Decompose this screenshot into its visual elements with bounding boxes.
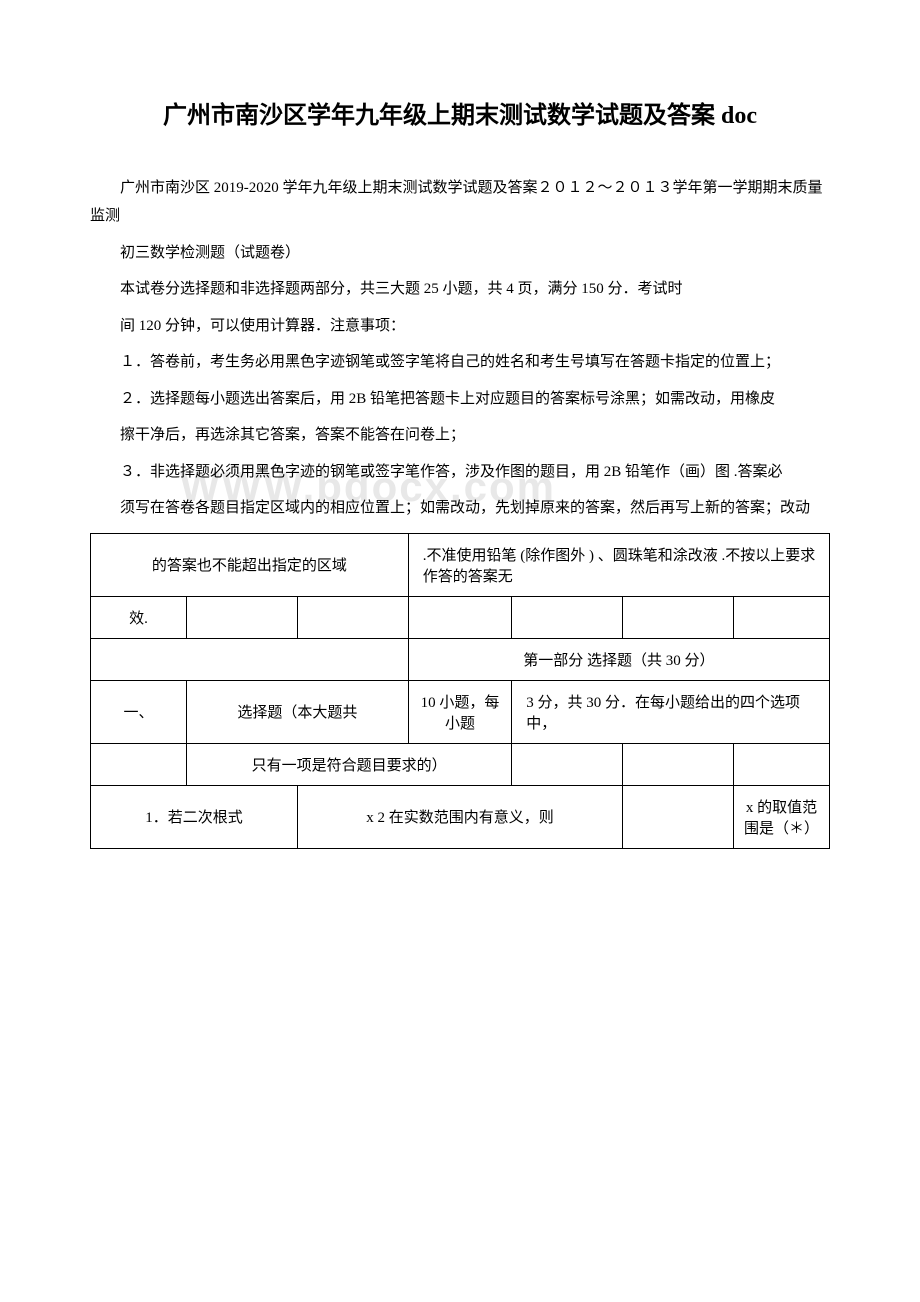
table-cell	[297, 596, 408, 638]
table-cell: 10 小题，每小题	[408, 680, 511, 743]
paragraph-1: 广州市南沙区 2019-2020 学年九年级上期末测试数学试题及答案２０１２～２…	[90, 174, 830, 231]
table-cell	[733, 596, 829, 638]
table-cell: 第一部分 选择题（共 30 分）	[408, 638, 829, 680]
paragraph-7: 擦干净后，再选涂其它答案，答案不能答在问卷上；	[90, 421, 830, 450]
table-cell	[623, 596, 734, 638]
table-cell: 只有一项是符合题目要求的）	[187, 743, 512, 785]
paragraph-8: ３．非选择题必须用黑色字迹的钢笔或签字笔作答，涉及作图的题目，用 2B 铅笔作（…	[90, 458, 830, 487]
table-row: 第一部分 选择题（共 30 分）	[91, 638, 830, 680]
table-cell: 一、	[91, 680, 187, 743]
table-row: 的答案也不能超出指定的区域 .不准使用铅笔 (除作图外 ) 、圆珠笔和涂改液 .…	[91, 533, 830, 596]
table-cell	[623, 785, 734, 848]
table-row: 1．若二次根式 x 2 在实数范围内有意义，则 x 的取值范围是（＊）	[91, 785, 830, 848]
table-cell: x 的取值范围是（＊）	[733, 785, 829, 848]
paragraph-4: 间 120 分钟，可以使用计算器．注意事项：	[90, 312, 830, 341]
table-cell	[623, 743, 734, 785]
table-cell: 3 分，共 30 分．在每小题给出的四个选项中，	[512, 680, 830, 743]
table-row: 效.	[91, 596, 830, 638]
paragraph-5: １．答卷前，考生务必用黑色字迹钢笔或签字笔将自己的姓名和考生号填写在答题卡指定的…	[90, 348, 830, 377]
table-cell	[733, 743, 829, 785]
table-cell: .不准使用铅笔 (除作图外 ) 、圆珠笔和涂改液 .不按以上要求作答的答案无	[408, 533, 829, 596]
table-cell	[512, 743, 623, 785]
table-cell	[512, 596, 623, 638]
paragraph-3: 本试卷分选择题和非选择题两部分，共三大题 25 小题，共 4 页，满分 150 …	[90, 275, 830, 304]
table-cell	[408, 596, 511, 638]
table-row: 只有一项是符合题目要求的）	[91, 743, 830, 785]
table-cell: 的答案也不能超出指定的区域	[91, 533, 409, 596]
paragraph-9: 须写在答卷各题目指定区域内的相应位置上；如需改动，先划掉原来的答案，然后再写上新…	[90, 494, 830, 523]
table-cell	[91, 743, 187, 785]
table-row: 一、 选择题（本大题共 10 小题，每小题 3 分，共 30 分．在每小题给出的…	[91, 680, 830, 743]
paragraph-6: ２．选择题每小题选出答案后，用 2B 铅笔把答题卡上对应题目的答案标号涂黑；如需…	[90, 385, 830, 414]
table-cell: x 2 在实数范围内有意义，则	[297, 785, 622, 848]
table-cell: 选择题（本大题共	[187, 680, 409, 743]
table-cell	[91, 638, 409, 680]
content-table: 的答案也不能超出指定的区域 .不准使用铅笔 (除作图外 ) 、圆珠笔和涂改液 .…	[90, 533, 830, 849]
table-cell: 效.	[91, 596, 187, 638]
paragraph-2: 初三数学检测题（试题卷）	[90, 239, 830, 268]
table-cell: 1．若二次根式	[91, 785, 298, 848]
document-title: 广州市南沙区学年九年级上期末测试数学试题及答案 doc	[90, 100, 830, 134]
table-cell	[187, 596, 298, 638]
